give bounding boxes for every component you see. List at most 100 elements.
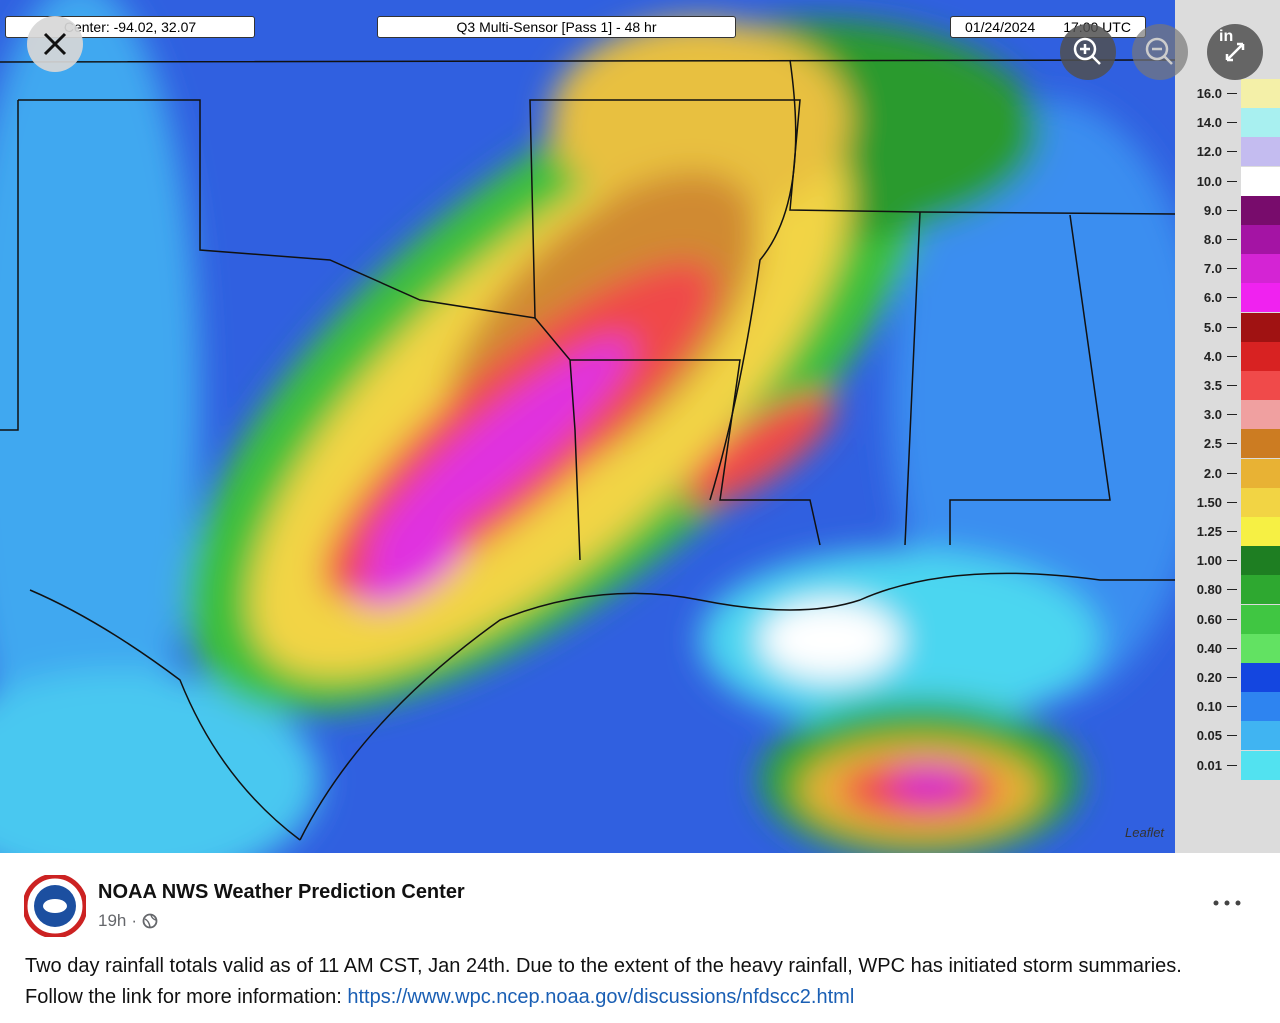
legend-label: 8.0 [1203,232,1222,247]
legend-row: 4.0 [1175,341,1280,371]
map-valid-time: 01/24/2024 17:00 UTC [950,16,1146,38]
legend-row: 0.80 [1175,575,1280,605]
legend-swatch [1241,429,1280,459]
legend-row: 14.0 [1175,108,1280,138]
legend-tick [1227,560,1237,562]
legend-tick [1227,735,1237,737]
legend-row: 6.0 [1175,283,1280,313]
legend-label: 10.0 [1196,173,1222,189]
legend-tick [1227,501,1237,503]
legend-label: 7.0 [1203,261,1222,277]
legend-row: 8.0 [1175,225,1280,254]
author-avatar[interactable] [24,875,86,937]
legend-swatch [1241,400,1280,430]
legend-row: 7.0 [1175,254,1280,284]
map-product: Q3 Multi-Sensor [Pass 1] - 48 hr [377,16,736,38]
legend-label: 9.0 [1203,202,1222,218]
post-body: Two day rainfall totals valid as of 11 A… [25,955,1182,1008]
legend-unit: in [1219,28,1234,45]
legend-label: 1.50 [1196,494,1222,510]
legend-tick [1227,764,1237,766]
legend-swatch [1241,721,1280,751]
legend-label: 0.40 [1196,640,1222,656]
audience-icon [142,913,158,929]
legend-swatch [1241,633,1280,663]
legend-swatch [1241,283,1280,313]
legend-label: 0.01 [1196,757,1222,773]
legend-row: 3.0 [1175,400,1280,430]
legend-label: 12.0 [1196,144,1222,160]
legend-label: 5.0 [1203,319,1222,335]
meta-separator: · [131,911,138,930]
legend-swatch [1241,692,1280,722]
legend-row: 1.25 [1175,517,1280,546]
legend-label: 0.60 [1196,611,1222,627]
legend-tick [1227,209,1237,211]
expand-button[interactable] [1207,24,1263,80]
post: NOAA NWS Weather Prediction Center 19h ·… [0,853,1280,1023]
legend-row: 16.0 [1175,79,1280,108]
legend-swatch [1241,487,1280,517]
legend-swatch [1241,137,1280,167]
legend-row: 2.0 [1175,458,1280,488]
legend-row: 12.0 [1175,137,1280,167]
author-name[interactable]: NOAA NWS Weather Prediction Center [98,881,465,903]
legend-swatch [1241,254,1280,284]
legend-label: 3.0 [1203,407,1222,423]
legend-label: 3.5 [1203,378,1222,393]
more-options[interactable] [1212,898,1242,908]
legend-label: 16.0 [1196,86,1222,101]
legend-label: 2.0 [1203,465,1222,481]
legend-label: 0.05 [1196,728,1222,744]
legend-tick [1227,414,1237,416]
legend-label: 2.5 [1203,436,1222,452]
legend-label: 1.25 [1196,524,1222,539]
zoom-out-button[interactable] [1132,24,1188,80]
legend-tick [1227,472,1237,474]
legend-tick [1227,618,1237,620]
legend-label: 0.20 [1196,670,1222,685]
legend-tick [1227,589,1237,591]
legend-label: 0.80 [1196,582,1222,598]
legend-row: 9.0 [1175,195,1280,225]
zoom-in-button[interactable] [1060,24,1116,80]
legend-tick [1227,239,1237,240]
legend-swatch [1241,517,1280,546]
legend-swatch [1241,575,1280,605]
post-link[interactable]: https://www.wpc.ncep.noaa.gov/discussion… [347,986,855,1008]
legend-row: 2.5 [1175,429,1280,459]
legend-row: 1.00 [1175,546,1280,576]
legend-swatch [1241,79,1280,108]
legend-label: 1.00 [1196,553,1222,569]
legend-swatch [1241,341,1280,371]
map-date: 01/24/2024 [965,19,1036,35]
legend-tick [1227,180,1237,182]
legend-label: 4.0 [1203,348,1222,364]
legend-tick [1227,443,1237,445]
legend-row: 0.05 [1175,721,1280,751]
legend: in 16.0 14.0 12.0 10.0 9.0 8.0 7.0 6.0 5.0 4.0 3.5… [1175,0,1280,853]
post-time[interactable]: 19h [98,911,127,930]
close-icon [43,32,67,56]
post-meta: 19h · [98,911,158,931]
legend-swatch [1241,458,1280,488]
legend-tick [1227,326,1237,328]
legend-label: 14.0 [1196,115,1222,131]
legend-swatch [1241,371,1280,400]
legend-swatch [1241,604,1280,634]
close-button[interactable] [27,16,83,72]
legend-swatch [1241,195,1280,225]
legend-tick [1227,531,1237,532]
expand-icon [1225,42,1245,62]
legend-tick [1227,706,1237,708]
legend-swatch [1241,166,1280,196]
legend-swatch [1241,750,1280,780]
zoom-in-icon [1073,37,1101,65]
legend-swatch [1241,312,1280,342]
legend-tick [1227,355,1237,357]
rainfall-image [0,0,1210,853]
legend-tick [1227,297,1237,299]
legend-swatch [1241,108,1280,138]
legend-row: 3.5 [1175,371,1280,400]
